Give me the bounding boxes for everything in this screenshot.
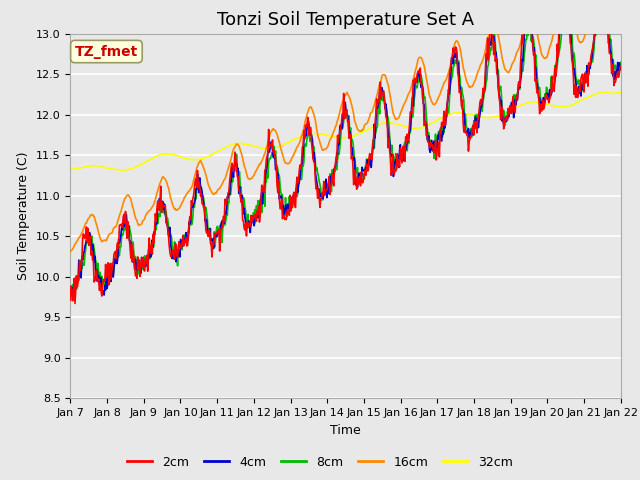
8cm [429,144,436,150]
4cm [219,217,227,223]
32cm [413,125,421,131]
Line: 8cm: 8cm [70,0,621,300]
Text: TZ_fmet: TZ_fmet [75,45,138,59]
4cm [69,293,77,299]
8cm [133,272,141,278]
16cm [133,218,141,224]
4cm [413,78,421,84]
4cm [429,142,437,148]
8cm [189,214,196,219]
2cm [67,297,74,303]
Line: 4cm: 4cm [70,0,621,296]
8cm [77,273,84,279]
8cm [617,60,625,65]
2cm [134,254,141,260]
32cm [429,120,437,125]
8cm [218,240,226,245]
4cm [134,267,141,273]
16cm [67,249,74,254]
16cm [429,100,436,106]
16cm [77,233,84,239]
32cm [134,163,141,169]
4cm [67,286,74,291]
16cm [218,181,226,187]
32cm [120,167,128,173]
16cm [413,64,420,70]
32cm [602,90,609,96]
Line: 2cm: 2cm [70,0,621,303]
32cm [77,165,84,171]
8cm [67,297,74,303]
Legend: 2cm, 4cm, 8cm, 16cm, 32cm: 2cm, 4cm, 8cm, 16cm, 32cm [122,451,518,474]
4cm [617,67,625,72]
8cm [413,85,420,91]
2cm [413,71,421,77]
4cm [77,275,85,281]
2cm [71,300,79,306]
32cm [617,90,625,96]
16cm [189,181,196,187]
16cm [617,25,625,31]
32cm [67,166,74,172]
Line: 32cm: 32cm [70,93,621,170]
32cm [190,156,198,162]
Title: Tonzi Soil Temperature Set A: Tonzi Soil Temperature Set A [217,11,474,29]
Line: 16cm: 16cm [70,0,621,252]
2cm [219,222,227,228]
4cm [190,202,198,207]
2cm [617,63,625,69]
X-axis label: Time: Time [330,424,361,437]
Y-axis label: Soil Temperature (C): Soil Temperature (C) [17,152,30,280]
32cm [219,146,227,152]
2cm [77,262,85,267]
2cm [429,147,437,153]
2cm [190,192,198,198]
